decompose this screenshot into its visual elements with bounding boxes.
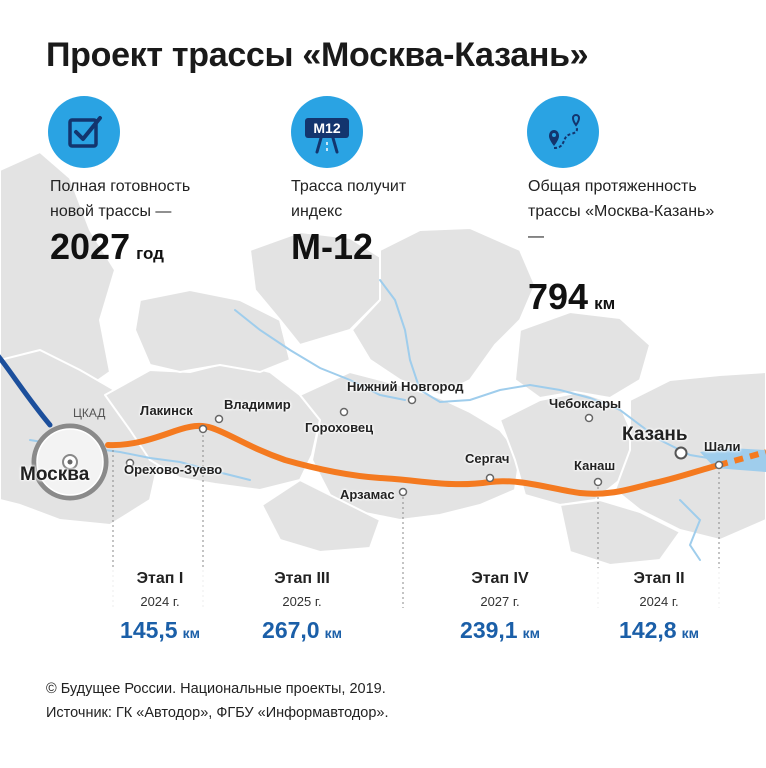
stage-4-length-unit: км xyxy=(522,625,540,641)
stage-4-name: Этап IV xyxy=(471,570,529,587)
stat-2-icon-circle: M12 xyxy=(291,96,363,168)
stage-1-length-value: 145,5 xyxy=(120,617,178,643)
stage-4: Этап IV 2027 г. 239,1 км xyxy=(430,568,570,649)
stage-1: Этап I 2024 г. 145,5 км xyxy=(90,568,230,649)
city-moscow: Москва xyxy=(20,464,90,485)
region-mari-el xyxy=(514,311,651,399)
stage-3-name: Этап III xyxy=(274,570,330,587)
highway-sign-icon: M12 xyxy=(305,118,349,154)
highway-badge-text: M12 xyxy=(313,120,340,136)
stage-4-length-value: 239,1 xyxy=(460,617,518,643)
region-ivanovo xyxy=(134,289,291,373)
city-kanash: Канаш xyxy=(574,458,616,473)
stage-3-length-value: 267,0 xyxy=(262,617,320,643)
city-kazan: Казань xyxy=(622,424,688,445)
stage-2-length-unit: км xyxy=(681,625,699,641)
city-markers xyxy=(125,395,724,497)
stat-3-unit: км xyxy=(594,294,616,313)
stage-1-length-unit: км xyxy=(182,625,200,641)
route-pin-icon xyxy=(549,114,581,149)
footer-source: Источник: ГК «Автодор», ФГБУ «Информавто… xyxy=(46,705,389,721)
kazan-marker xyxy=(674,446,688,460)
stat-1-unit: год xyxy=(136,244,164,263)
m12-route-extension xyxy=(718,449,766,468)
city-nizhny-novgorod: Нижний Новгород xyxy=(347,379,464,394)
stage-3-year: 2025 г. xyxy=(282,594,322,609)
stage-3-length-unit: км xyxy=(324,625,342,641)
page-title: Проект трассы «Москва-Казань» xyxy=(46,36,589,74)
stage-3: Этап III 2025 г. 267,0 км xyxy=(232,568,372,649)
stat-3-icon-circle xyxy=(527,96,599,168)
stat-1-number: 2027 xyxy=(50,226,131,267)
stage-1-length: 145,5 км xyxy=(90,614,230,649)
stage-2-length-value: 142,8 xyxy=(619,617,677,643)
city-orekhovo-zuevo: Орехово-Зуево xyxy=(124,462,223,477)
stat-1-value: 2027 год xyxy=(50,226,164,268)
region-nizhny-north xyxy=(351,227,536,396)
stage-1-year: 2024 г. xyxy=(140,594,180,609)
stat-2-value: М-12 xyxy=(291,226,373,268)
existing-highway xyxy=(0,354,53,428)
stage-2-year: 2024 г. xyxy=(639,594,679,609)
ckad-label: ЦКАД xyxy=(73,406,106,420)
stat-1-icon-circle xyxy=(48,96,120,168)
city-gorokhovets: Гороховец xyxy=(305,420,374,435)
city-cheboksary: Чебоксары xyxy=(549,396,622,411)
checkbox-icon xyxy=(68,116,102,148)
stat-2-label: Трасса получит индекс xyxy=(291,178,407,220)
stat-2-number: М-12 xyxy=(291,226,374,267)
city-shali: Шали xyxy=(704,439,741,454)
stat-3-value: 794 км xyxy=(528,276,615,318)
stat-3-number: 794 xyxy=(528,276,589,317)
stage-2-length: 142,8 км xyxy=(589,614,729,649)
region-ulyanovsk xyxy=(559,499,681,566)
city-vladimir: Владимир xyxy=(224,397,291,412)
stage-2-name: Этап II xyxy=(633,570,685,587)
region-mordovia xyxy=(261,479,381,553)
city-arzamas: Арзамас xyxy=(340,487,395,502)
city-sergach: Сергач xyxy=(465,451,510,466)
stage-2: Этап II 2024 г. 142,8 км xyxy=(589,568,729,649)
map-regions xyxy=(0,151,766,566)
stat-3-label: Общая протяженность трассы «Москва-Казан… xyxy=(528,178,715,245)
stat-1-label: Полная готовность новой трассы — xyxy=(50,178,191,220)
city-lakinsk: Лакинск xyxy=(140,403,193,418)
footer-copyright: © Будущее России. Национальные проекты, … xyxy=(46,681,386,697)
stage-4-length: 239,1 км xyxy=(430,614,570,649)
m12-route xyxy=(105,422,722,497)
stage-4-year: 2027 г. xyxy=(480,594,520,609)
stage-1-name: Этап I xyxy=(136,570,184,587)
stage-3-length: 267,0 км xyxy=(232,614,372,649)
